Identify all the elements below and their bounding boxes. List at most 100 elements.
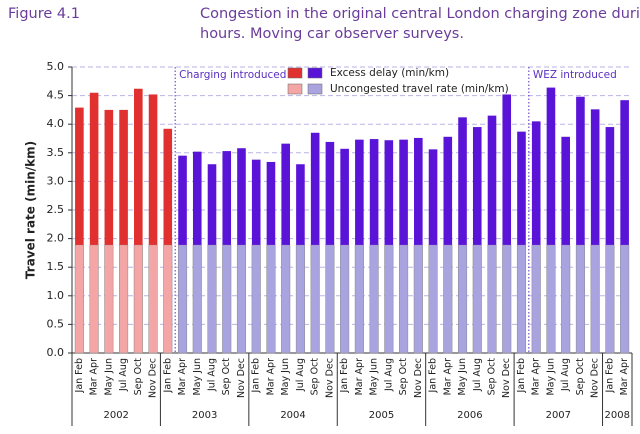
x-tick-label: Mar Apr [354,358,365,395]
bar-segment [502,94,512,245]
bar-segment [119,244,129,354]
x-tick-label: Mar Apr [619,358,630,395]
x-tick-label: Sep Oct [575,358,586,396]
x-tick-label: Nov Dec [236,358,247,398]
bar-segment [177,244,188,354]
bar-segment [251,244,261,354]
legend-label: Excess delay (min/km) [330,67,449,79]
bar-segment [104,244,114,354]
bar-segment [531,244,541,354]
x-tick-label: Jul Aug [560,358,571,392]
bar-segment [384,244,394,354]
bar-segment [163,128,173,245]
y-tick-label: 2.0 [47,232,65,245]
x-tick-label: Jul Aug [295,358,306,392]
x-tick-label: Jul Aug [472,358,483,392]
y-tick-label: 0.0 [47,346,65,359]
x-tick-label: May Jun [103,358,114,396]
bar-segment [384,140,394,245]
bar-segment [605,244,615,354]
bar-segment [443,136,453,245]
bar-segment [428,244,438,354]
group-label: 2007 [546,410,571,421]
x-tick-label: May Jun [280,358,291,396]
bar-segment [546,244,556,354]
x-tick-label: May Jun [369,358,380,396]
x-tick-label: Nov Dec [413,358,424,398]
bar-segment [620,244,630,354]
x-tick-label: Jan Feb [74,358,85,393]
bar-segment [620,100,629,245]
bar-segment [443,244,453,354]
x-tick-label: Mar Apr [177,358,188,395]
bar-segment [148,244,158,354]
bar-segment [75,107,84,245]
bar-segment [576,96,585,245]
bar-segment [561,136,570,245]
bar-segment [413,244,423,354]
legend-swatch [307,67,323,79]
bar-segment [237,148,246,245]
figure-label: Figure 4.1 [8,6,80,22]
x-tick-label: Sep Oct [133,358,144,396]
bar-segment [487,244,497,354]
bar-segment [369,244,379,354]
bar-segment [222,151,232,245]
bar-segment [457,244,468,354]
x-tick-label: Jan Feb [604,358,615,393]
bar-segment [222,244,232,354]
x-tick-label: May Jun [192,358,203,396]
bar-segment [251,159,261,245]
bar-segment [399,244,409,354]
bar-segment [192,151,202,245]
bar-segment [119,109,128,245]
y-tick-label: 4.5 [47,89,65,102]
bar-segment [355,139,364,245]
x-tick-label: Sep Oct [221,358,232,396]
x-tick-label: Sep Oct [487,358,498,396]
group-label: 2004 [280,410,305,421]
bar-segment [178,155,187,245]
x-tick-label: Jan Feb [428,358,439,393]
bar-segment [133,244,143,354]
legend-swatch [287,83,303,95]
x-tick-label: Nov Dec [148,358,159,398]
y-tick-label: 1.5 [47,260,65,273]
bar-segment [590,109,600,245]
bar-segment [605,127,615,245]
x-tick-label: Mar Apr [265,358,276,395]
x-tick-label: Sep Oct [398,358,409,396]
bar-segment [487,115,497,245]
group-label: 2008 [605,410,630,421]
bar-segment [354,244,364,354]
y-tick-label: 4.0 [47,117,65,130]
bar-segment [295,244,305,354]
bar-segment [89,244,99,354]
bar-segment [207,164,217,245]
y-axis-label: Travel rate (min/km) [24,141,38,279]
bar-segment [192,244,202,354]
y-tick-label: 0.5 [47,317,65,330]
y-tick-label: 3.5 [47,146,65,159]
bar-segment [281,244,291,354]
bar-segment [281,143,290,245]
bar-segment [575,244,585,354]
x-tick-label: Mar Apr [89,358,100,395]
bar-segment [458,117,467,245]
bar-segment [561,244,571,354]
group-label: 2006 [457,410,482,421]
bar-segment [502,244,512,354]
bar-segment [310,132,320,245]
y-tick-label: 2.5 [47,203,65,216]
x-tick-label: Mar Apr [442,358,453,395]
bar-segment [369,139,379,245]
bar-segment [310,244,320,354]
bar-segment [74,244,84,354]
bar-segment [266,161,276,245]
bar-segment [517,131,526,245]
bar-segment [414,137,423,245]
x-tick-label: Jan Feb [162,358,173,393]
annotation: WEZ introduced [533,69,617,81]
x-tick-label: Jul Aug [118,358,129,392]
x-tick-label: Nov Dec [324,358,335,398]
